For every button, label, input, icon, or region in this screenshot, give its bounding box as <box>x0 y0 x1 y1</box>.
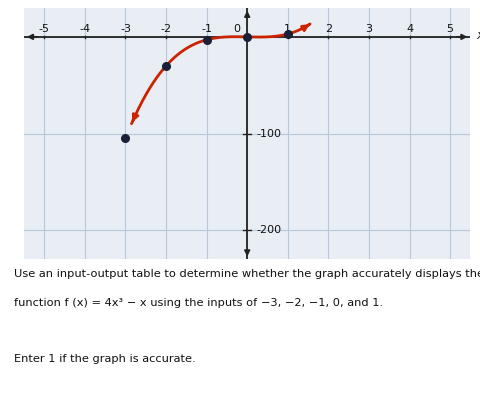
Text: 3: 3 <box>365 24 372 34</box>
Text: -3: -3 <box>120 24 131 34</box>
Text: -1: -1 <box>201 24 212 34</box>
Text: 4: 4 <box>406 24 413 34</box>
Text: -200: -200 <box>256 225 281 235</box>
Text: Use an input-output table to determine whether the graph accurately displays the: Use an input-output table to determine w… <box>14 269 480 279</box>
Text: 1: 1 <box>284 24 291 34</box>
Text: -100: -100 <box>256 129 281 139</box>
Text: -4: -4 <box>79 24 90 34</box>
Text: 5: 5 <box>446 24 454 34</box>
Text: function f (x) = 4x³ − x using the inputs of −3, −2, −1, 0, and 1.: function f (x) = 4x³ − x using the input… <box>14 298 384 307</box>
Text: 2: 2 <box>325 24 332 34</box>
Text: x: x <box>477 29 480 42</box>
Text: 0: 0 <box>233 24 240 34</box>
Text: Enter 1 if the graph is accurate.: Enter 1 if the graph is accurate. <box>14 354 196 364</box>
Text: -2: -2 <box>160 24 171 34</box>
Text: -5: -5 <box>39 24 50 34</box>
